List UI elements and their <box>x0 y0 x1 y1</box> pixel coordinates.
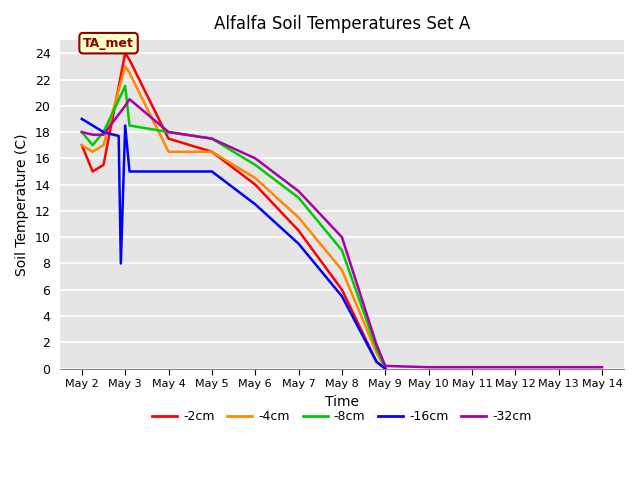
Y-axis label: Soil Temperature (C): Soil Temperature (C) <box>15 133 29 276</box>
Title: Alfalfa Soil Temperatures Set A: Alfalfa Soil Temperatures Set A <box>214 15 470 33</box>
Legend: -2cm, -4cm, -8cm, -16cm, -32cm: -2cm, -4cm, -8cm, -16cm, -32cm <box>147 405 537 428</box>
Text: TA_met: TA_met <box>83 36 134 49</box>
X-axis label: Time: Time <box>325 395 359 408</box>
